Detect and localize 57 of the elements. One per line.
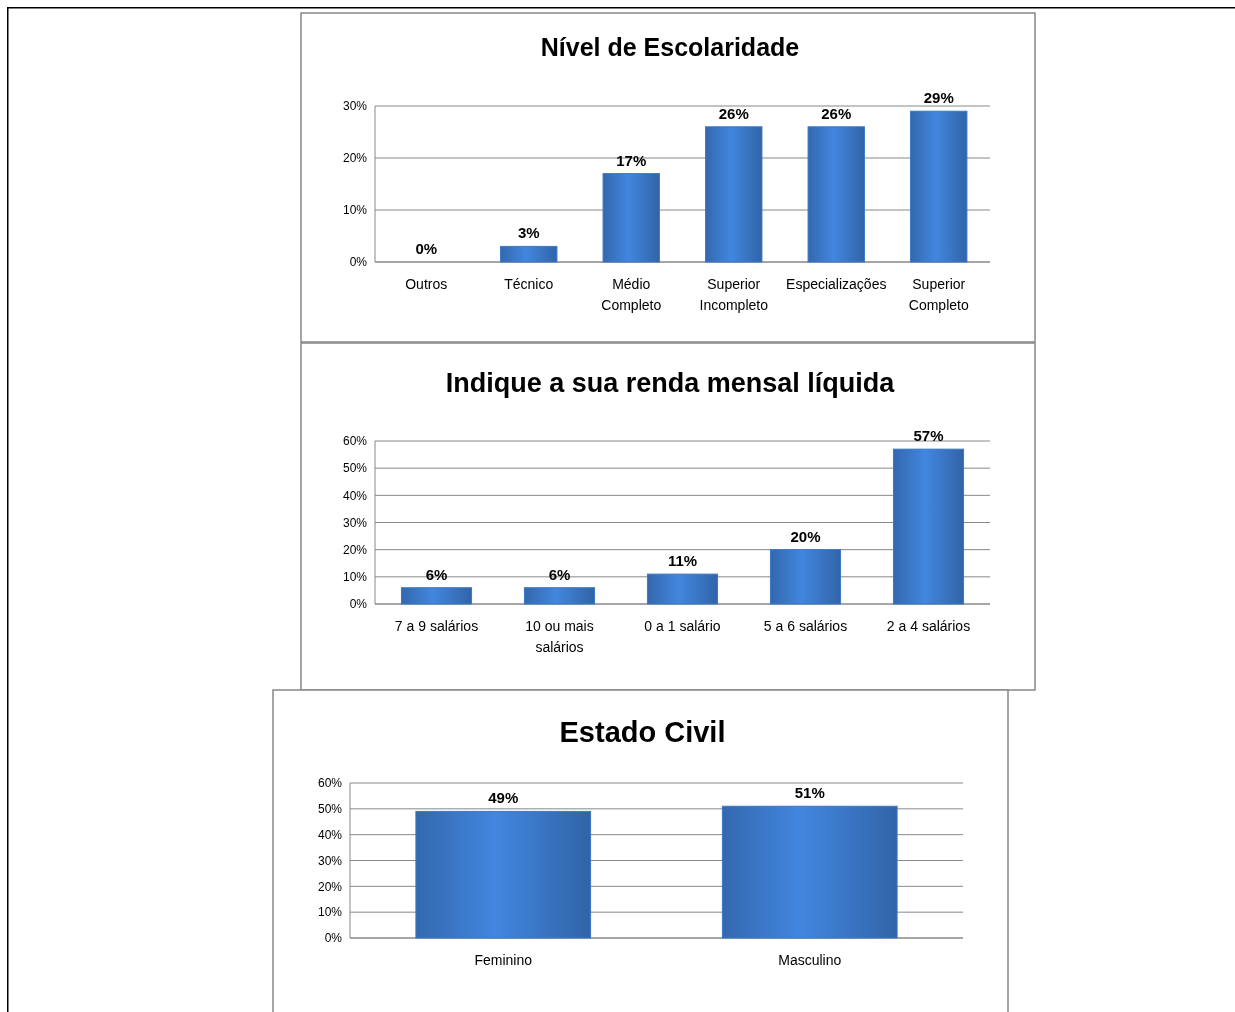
x-tick-label: 10 ou mais salários — [525, 618, 594, 655]
data-label: 17% — [616, 151, 647, 169]
x-tick-label: Outros — [405, 276, 448, 292]
y-tick-label: 60% — [317, 776, 343, 791]
x-tick-label: Superior Completo — [908, 276, 969, 313]
data-label: 49% — [488, 789, 519, 807]
y-tick-label: 30% — [342, 515, 368, 530]
y-tick-label: 20% — [342, 542, 368, 557]
x-tick-label: Feminino — [474, 952, 533, 968]
data-label: 57% — [913, 427, 944, 445]
chart-title: Estado Civil — [559, 716, 726, 748]
bar — [646, 573, 719, 605]
data-label: 26% — [718, 104, 749, 122]
y-tick-label: 0% — [349, 255, 368, 270]
bar — [910, 110, 968, 263]
x-tick-label: Superior Incompleto — [699, 276, 769, 313]
data-label: 3% — [517, 224, 540, 242]
y-tick-label: 50% — [342, 461, 368, 476]
x-tick-label: 0 a 1 salário — [644, 618, 721, 634]
y-tick-label: 60% — [342, 434, 368, 449]
bar — [705, 126, 763, 263]
y-tick-label: 40% — [317, 827, 343, 842]
data-label: 6% — [425, 565, 448, 583]
y-tick-label: 30% — [317, 853, 343, 868]
data-label: 6% — [548, 565, 571, 583]
bar — [769, 549, 842, 605]
data-label: 11% — [667, 552, 698, 570]
bar — [523, 587, 596, 605]
y-tick-label: 10% — [342, 203, 368, 218]
y-tick-label: 20% — [317, 879, 343, 894]
x-tick-label: Médio Completo — [601, 276, 662, 313]
y-tick-label: 10% — [342, 570, 368, 585]
data-label: 51% — [794, 784, 825, 802]
chart-title: Indique a sua renda mensal líquida — [445, 368, 896, 398]
y-tick-label: 30% — [342, 99, 368, 114]
bar — [807, 126, 865, 263]
bar — [400, 587, 473, 605]
data-label: 29% — [923, 89, 954, 107]
y-tick-label: 50% — [317, 802, 343, 817]
y-tick-label: 0% — [349, 597, 368, 612]
y-tick-label: 0% — [324, 931, 343, 946]
bar — [892, 448, 965, 605]
chart-title: Nível de Escolaridade — [540, 33, 800, 61]
data-label: 26% — [821, 104, 852, 122]
data-label: 0% — [415, 240, 438, 257]
x-tick-label: 2 a 4 salários — [886, 618, 971, 634]
x-tick-label: Técnico — [504, 276, 554, 292]
y-tick-label: 20% — [342, 151, 368, 166]
x-tick-label: Masculino — [778, 952, 842, 968]
x-tick-label: 7 a 9 salários — [394, 618, 479, 634]
bar — [500, 245, 558, 263]
y-tick-label: 40% — [342, 488, 368, 503]
data-label: 20% — [790, 527, 821, 545]
bar — [602, 173, 660, 263]
x-tick-label: 5 a 6 salários — [763, 618, 848, 634]
y-tick-label: 10% — [317, 905, 343, 920]
x-tick-label: Especializações — [786, 276, 887, 292]
